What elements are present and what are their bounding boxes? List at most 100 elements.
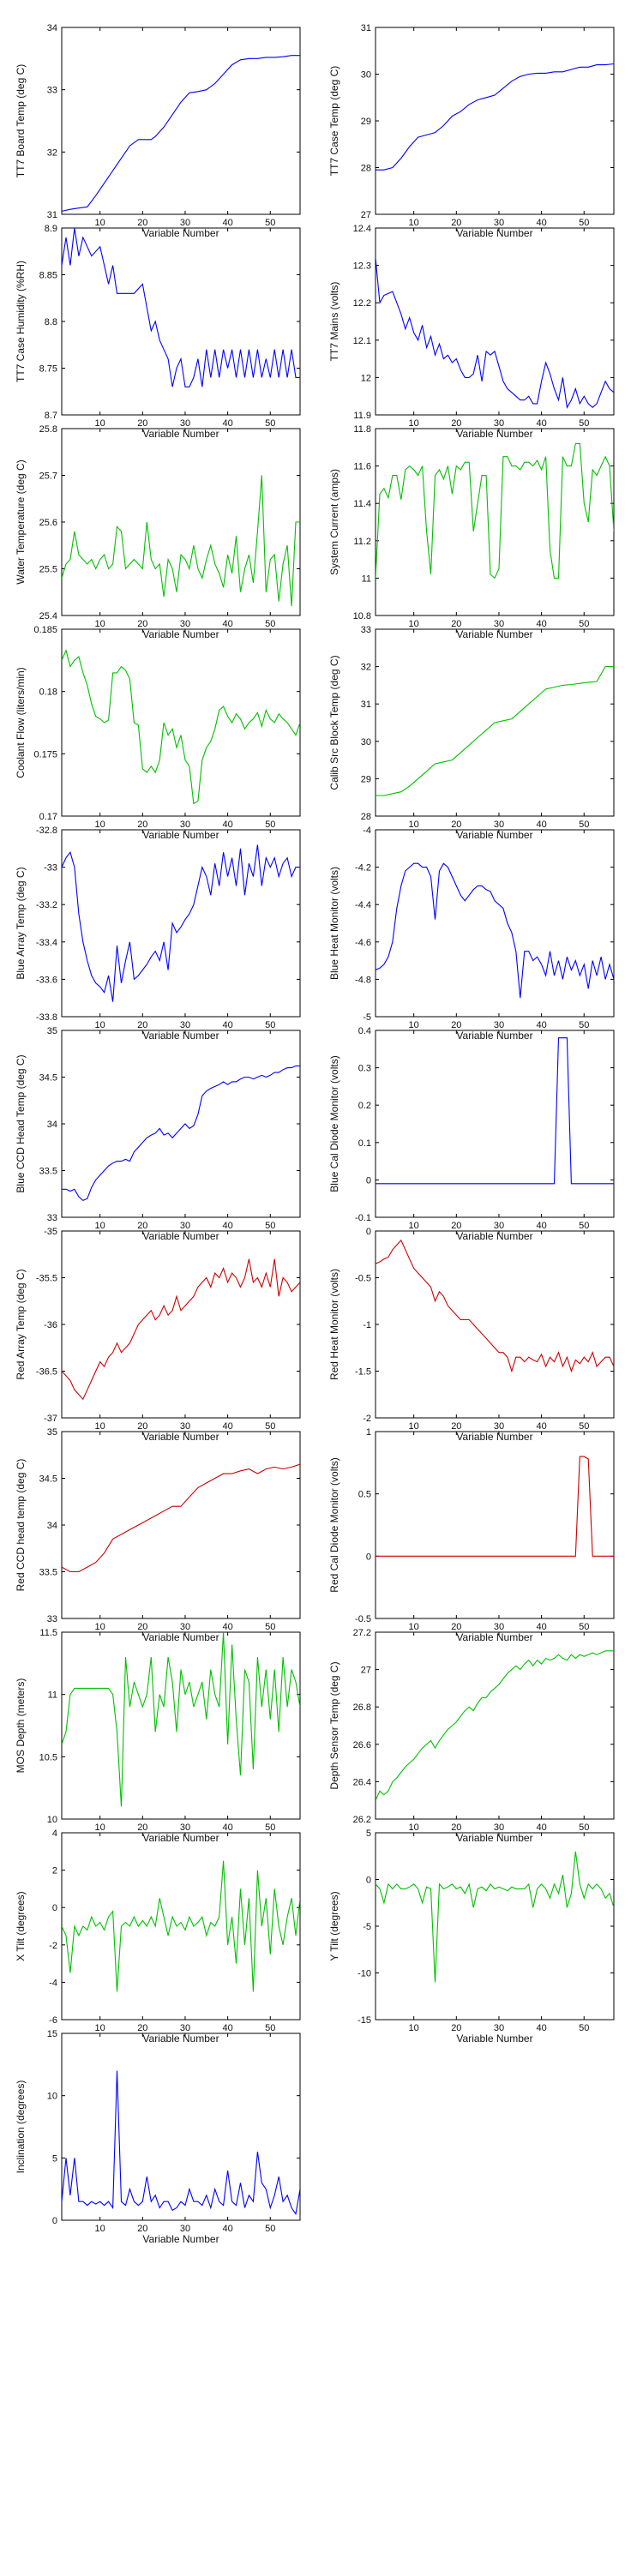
y-tick-label: 0.4	[358, 1026, 371, 1036]
x-tick-label: 30	[494, 218, 504, 228]
x-tick-label: 20	[137, 1221, 147, 1231]
x-tick-label: 10	[95, 1421, 105, 1432]
series-line	[62, 1065, 300, 1202]
y-tick-label: 15	[47, 2029, 57, 2039]
x-tick-label: 30	[494, 1421, 504, 1432]
y-tick-label: 33.5	[39, 1167, 57, 1177]
y-tick-label: 10	[47, 2092, 57, 2102]
series-line	[376, 442, 614, 579]
y-tick-label: 12.1	[353, 336, 371, 346]
y-tick-label: 31	[361, 23, 371, 33]
series-line	[376, 257, 614, 409]
y-tick-label: -15	[358, 2015, 371, 2026]
x-tick-label: 50	[579, 1020, 589, 1030]
x-tick-label: 30	[494, 820, 504, 830]
x-axis-label: Variable Number	[456, 1631, 532, 1643]
x-axis-label: Variable Number	[142, 2033, 219, 2045]
y-axis-label: Blue Cal Diode Monitor (volts)	[328, 1055, 340, 1192]
series-line	[62, 2070, 300, 2216]
x-tick-label: 50	[579, 1622, 589, 1632]
x-tick-label: 10	[95, 820, 105, 830]
y-axis-label: Red Heat Monitor (volts)	[328, 1269, 340, 1380]
chart-panel-9: 10 20 30 40 50 -33.8 -33.6 -33.4 -33.2 -33 -32.8 Va…	[15, 826, 301, 1042]
y-tick-label: 0	[366, 1175, 371, 1186]
series-line	[62, 228, 300, 387]
x-tick-label: 30	[180, 2224, 190, 2234]
y-axis-label: Blue Heat Monitor (volts)	[328, 867, 340, 980]
y-tick-label: 8.85	[39, 271, 57, 281]
plot-frame	[61, 1431, 301, 1619]
y-tick-label: 11.2	[353, 537, 371, 547]
x-tick-label: 20	[451, 1622, 461, 1632]
y-tick-label: -4.4	[355, 900, 371, 910]
chart-panel-3: 10 20 30 40 50 8.7 8.75 8.8 8.85 8.9 Variable Numb…	[15, 224, 301, 440]
y-tick-label: -36	[44, 1320, 57, 1330]
x-tick-label: 20	[137, 1020, 147, 1030]
chart-panel-2: 10 20 30 40 50 27 28 29 30 31 Variable Number TT7 C…	[328, 23, 615, 239]
y-axis-label: TT7 Board Temp (deg C)	[15, 64, 27, 178]
y-tick-label: 34.5	[39, 1474, 57, 1485]
y-tick-label: 0.2	[358, 1101, 371, 1111]
x-tick-label: 40	[222, 218, 232, 228]
x-tick-label: 30	[180, 1221, 190, 1231]
y-axis-label: TT7 Case Temp (deg C)	[328, 66, 340, 177]
y-tick-label: -33.8	[36, 1012, 57, 1023]
y-axis-label: X Tilt (degrees)	[15, 1891, 27, 1961]
x-tick-label: 50	[579, 820, 589, 830]
y-axis-label: TT7 Mains (volts)	[328, 282, 340, 362]
x-tick-label: 20	[137, 619, 147, 629]
x-tick-label: 20	[451, 1020, 461, 1030]
plot-frame	[375, 628, 615, 817]
y-axis-label: TT7 Case Humidity (%RH)	[15, 261, 27, 382]
x-axis-label: Variable Number	[456, 1832, 532, 1844]
x-tick-label: 10	[95, 1221, 105, 1231]
y-axis-label: Red Array Temp (deg C)	[15, 1269, 27, 1379]
y-tick-label: -0.5	[355, 1614, 371, 1624]
x-tick-label: 20	[137, 418, 147, 429]
chart-panel-5: 10 20 30 40 50 25.4 25.5 25.6 25.7 25.8 Variable N…	[15, 424, 301, 640]
y-tick-label: 0.1	[358, 1138, 371, 1149]
x-tick-label: 10	[95, 1622, 105, 1632]
y-tick-label: 26.6	[353, 1740, 371, 1750]
y-tick-label: -2	[49, 1941, 57, 1951]
x-tick-label: 40	[536, 820, 546, 830]
x-axis-label: Variable Number	[456, 1431, 532, 1443]
series-line	[376, 862, 614, 999]
y-tick-label: 26.8	[353, 1702, 371, 1713]
y-tick-label: 11	[362, 573, 371, 584]
x-tick-label: 40	[222, 2224, 232, 2234]
x-axis-label: Variable Number	[456, 829, 532, 841]
x-axis-label: Variable Number	[142, 2233, 219, 2245]
chart-panel-11: 10 20 30 40 50 33 33.5 34 34.5 35 Variable Number B…	[15, 1026, 301, 1242]
x-tick-label: 20	[137, 820, 147, 830]
y-tick-label: 0	[366, 1552, 371, 1562]
x-tick-label: 30	[180, 218, 190, 228]
plot-frame	[61, 27, 301, 215]
y-tick-label: 12.2	[353, 298, 371, 309]
y-tick-label: -37	[44, 1414, 57, 1424]
series-line	[62, 1860, 300, 1992]
y-tick-label: -5	[363, 1922, 371, 1932]
y-tick-label: 11.8	[353, 424, 371, 435]
x-tick-label: 10	[95, 218, 105, 228]
x-tick-label: 40	[222, 2023, 232, 2033]
plot-frame	[375, 428, 615, 616]
x-tick-label: 30	[494, 1822, 504, 1833]
x-tick-label: 40	[222, 1221, 232, 1231]
x-axis-label: Variable Number	[456, 1230, 532, 1242]
x-tick-label: 50	[265, 1622, 275, 1632]
series-line	[376, 1037, 614, 1185]
x-tick-label: 40	[222, 1421, 232, 1432]
x-tick-label: 10	[409, 1421, 419, 1432]
y-tick-label: -4.8	[355, 975, 371, 985]
y-tick-label: -0.5	[355, 1274, 371, 1284]
y-tick-label: 33	[47, 86, 57, 96]
y-tick-label: 10.5	[39, 1752, 57, 1762]
x-tick-label: 10	[95, 619, 105, 629]
y-tick-label: 25.7	[39, 471, 57, 482]
x-tick-label: 20	[137, 2023, 147, 2033]
y-tick-label: 34	[47, 1521, 57, 1531]
chart-panel-12: 10 20 30 40 50 -0.1 0 0.1 0.2 0.3 0.4 Variable Numb…	[328, 1026, 615, 1242]
plot-frame	[61, 628, 301, 817]
